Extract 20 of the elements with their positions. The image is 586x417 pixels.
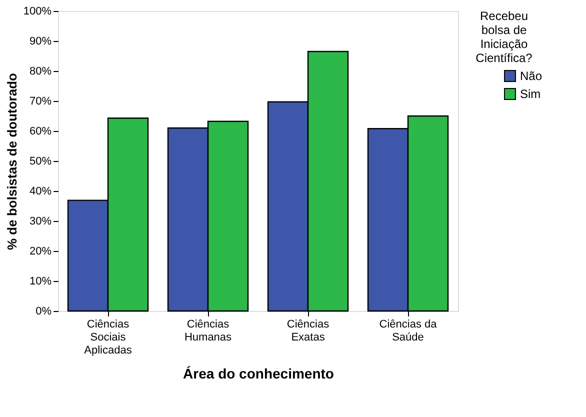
y-tick-label: 100%	[23, 6, 52, 18]
y-tick-label: 40%	[29, 186, 52, 198]
legend-label: Não	[520, 69, 542, 83]
y-tick-label: 80%	[29, 66, 52, 78]
x-tick-label: Ciências Humanas	[184, 318, 232, 344]
y-tick-label: 90%	[29, 36, 52, 48]
legend-title: Recebeu bolsa de Iniciação Científica?	[476, 9, 533, 65]
y-tick-label: 70%	[29, 96, 52, 108]
y-tick-label: 50%	[29, 156, 52, 168]
x-tick-label: Ciências Exatas	[286, 318, 330, 344]
y-tick-label: 10%	[29, 276, 52, 288]
x-tick-label: Ciências Sociais Aplicadas	[84, 318, 132, 356]
x-tick-label: Ciências da Saúde	[379, 318, 438, 344]
legend-label: Sim	[520, 87, 541, 101]
y-tick-label: 30%	[29, 216, 52, 228]
y-tick-label: 60%	[29, 126, 52, 138]
x-axis-title: Área do conhecimento	[183, 366, 334, 382]
y-axis-title: % de bolsistas de doutorado	[4, 72, 20, 250]
y-tick-label: 20%	[29, 246, 52, 258]
y-tick-label: 0%	[36, 306, 52, 318]
